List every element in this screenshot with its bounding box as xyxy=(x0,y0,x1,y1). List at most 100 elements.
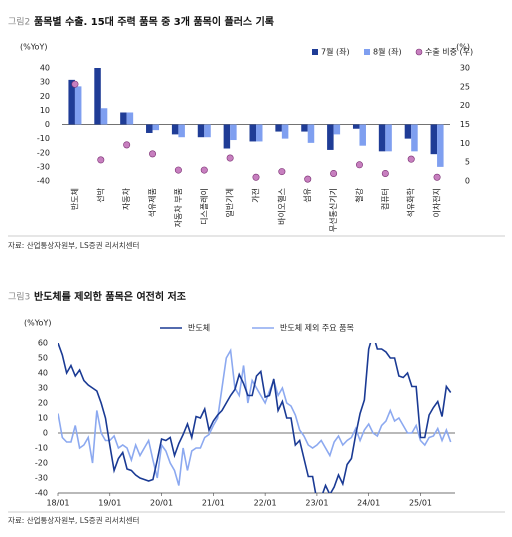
share-dot xyxy=(71,80,79,88)
x-tick-label: 23/01 xyxy=(305,499,328,508)
share-dot xyxy=(304,175,312,183)
y2-tick-label: 25 xyxy=(460,82,470,91)
chart-title: 품목별 수출. 15대 주력 품목 중 3개 품목이 플러스 기록 xyxy=(34,15,274,28)
y-tick-label: 20 xyxy=(38,399,48,408)
share-dot xyxy=(149,150,157,158)
legend-label: 반도체 xyxy=(188,323,210,333)
y-axis-label: (%YoY) xyxy=(20,43,47,52)
x-tick-label: 18/01 xyxy=(46,499,69,508)
x-tick-label: 철강 xyxy=(354,187,364,202)
bar xyxy=(275,124,282,132)
bar xyxy=(281,124,289,139)
x-tick-label: 자동차 부품 xyxy=(174,188,183,227)
bar xyxy=(100,108,108,125)
y-tick-label: -40 xyxy=(35,489,48,498)
x-tick-label: 일반기계 xyxy=(225,188,235,217)
bar xyxy=(352,124,360,129)
y-tick-label: 0 xyxy=(43,429,48,438)
y-tick-label: 10 xyxy=(40,106,50,115)
y2-tick-label: 30 xyxy=(460,64,470,73)
x-tick-label: 19/01 xyxy=(98,499,121,508)
share-dot xyxy=(330,169,338,177)
y-tick-label: -30 xyxy=(35,474,48,483)
y-tick-label: -40 xyxy=(37,177,50,186)
x-tick-label: 바이오헬스 xyxy=(276,188,286,225)
bar xyxy=(385,124,392,152)
x-tick-label: 21/01 xyxy=(202,499,225,508)
y-tick-label: 30 xyxy=(40,78,50,87)
x-tick-label: 24/01 xyxy=(357,499,380,508)
bar xyxy=(307,124,315,143)
chart-title: 반도체를 제외한 품목은 여전히 저조 xyxy=(34,290,186,303)
bar xyxy=(120,112,127,125)
share-dot xyxy=(174,166,182,174)
series-line xyxy=(58,347,452,486)
figure-label: 그림2 xyxy=(8,16,30,28)
x-tick-label: 반도체 xyxy=(69,188,79,210)
bar xyxy=(430,124,438,155)
y2-tick-label: 15 xyxy=(460,120,470,129)
y2-tick-label: 10 xyxy=(460,139,470,148)
y-tick-label: 0 xyxy=(45,120,50,129)
share-dot xyxy=(278,168,286,176)
source: 자료: 산업통상자원부, LS증권 리서치센터 xyxy=(8,515,139,525)
legend-marker xyxy=(364,49,370,55)
x-tick-label: 자동차 xyxy=(122,187,131,210)
bar xyxy=(249,124,256,142)
bar xyxy=(256,124,263,142)
y-tick-label: -20 xyxy=(37,148,50,157)
bar xyxy=(171,124,179,135)
bar xyxy=(152,124,160,131)
y2-axis-label: (%) xyxy=(456,43,470,52)
y-tick-label: -20 xyxy=(35,459,48,468)
share-dot xyxy=(433,173,441,181)
bar xyxy=(74,86,82,125)
y-axis-label: (%YoY) xyxy=(24,319,51,328)
bar xyxy=(146,124,153,133)
x-tick-label: 석유화학 xyxy=(406,187,416,217)
y-tick-label: -30 xyxy=(37,162,50,171)
bar xyxy=(68,79,75,125)
x-tick-label: 선박 xyxy=(95,187,105,202)
x-tick-label: 22/01 xyxy=(254,499,277,508)
y-tick-label: 60 xyxy=(38,339,48,348)
y-tick-label: 40 xyxy=(38,369,48,378)
legend-marker xyxy=(415,48,423,56)
legend-label: 8월 (좌) xyxy=(373,47,402,57)
share-dot xyxy=(97,156,105,164)
x-tick-label: 가전 xyxy=(251,188,261,203)
x-tick-label: 이차전지 xyxy=(432,188,442,217)
y-tick-label: 50 xyxy=(38,354,48,363)
y2-tick-label: 20 xyxy=(460,101,470,110)
y-tick-label: 30 xyxy=(38,384,48,393)
figure-label: 그림3 xyxy=(8,291,30,303)
share-dot xyxy=(355,161,363,169)
legend-label: 수출 비중 (우) xyxy=(425,47,473,57)
x-tick-label: 컴퓨터 xyxy=(381,188,390,210)
y-tick-label: -10 xyxy=(37,134,50,143)
x-tick-label: 석유제품 xyxy=(147,188,157,217)
bar xyxy=(94,68,101,125)
x-tick-label: 무선통신기기 xyxy=(329,188,338,232)
bar xyxy=(327,124,334,150)
share-dot xyxy=(200,166,208,174)
y-tick-label: 20 xyxy=(40,92,50,101)
x-tick-label: 디스플레이 xyxy=(199,188,209,225)
series-line xyxy=(58,343,452,493)
bar xyxy=(197,124,205,138)
legend-marker xyxy=(312,49,318,55)
source: 자료: 산업통상자원부, LS증권 리서치센터 xyxy=(8,240,139,250)
bar xyxy=(178,124,185,138)
plot-area xyxy=(58,343,452,493)
bar xyxy=(204,124,211,138)
share-dot xyxy=(381,169,389,177)
x-tick-label: 20/01 xyxy=(150,499,173,508)
bar xyxy=(333,124,341,135)
share-dot xyxy=(226,154,234,162)
x-tick-label: 섬유 xyxy=(302,188,312,203)
legend-label: 반도체 제외 주요 품목 xyxy=(280,323,354,333)
x-tick-label: 25/01 xyxy=(409,499,432,508)
legend-label: 7월 (좌) xyxy=(321,47,350,57)
